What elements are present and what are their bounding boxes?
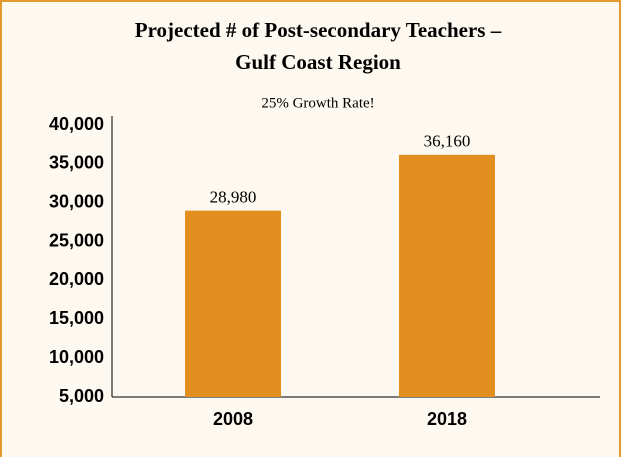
y-tick-label: 10,000: [49, 347, 104, 367]
x-tick-label: 2008: [213, 409, 253, 429]
chart-title: Projected # of Post-secondary Teachers –: [135, 18, 502, 42]
x-tick-label: 2018: [427, 409, 467, 429]
value-label: 36,160: [424, 132, 471, 151]
value-label: 28,980: [210, 188, 257, 207]
chart-title: Gulf Coast Region: [235, 50, 401, 74]
bar: [185, 210, 281, 397]
y-tick-label: 25,000: [49, 230, 104, 250]
y-tick-label: 35,000: [49, 153, 104, 173]
y-tick-label: 5,000: [59, 386, 104, 406]
y-tick-label: 40,000: [49, 114, 104, 134]
y-tick-label: 20,000: [49, 269, 104, 289]
y-tick-label: 30,000: [49, 191, 104, 211]
bar: [399, 154, 495, 397]
chart-subtitle: 25% Growth Rate!: [261, 95, 374, 111]
y-tick-label: 15,000: [49, 308, 104, 328]
